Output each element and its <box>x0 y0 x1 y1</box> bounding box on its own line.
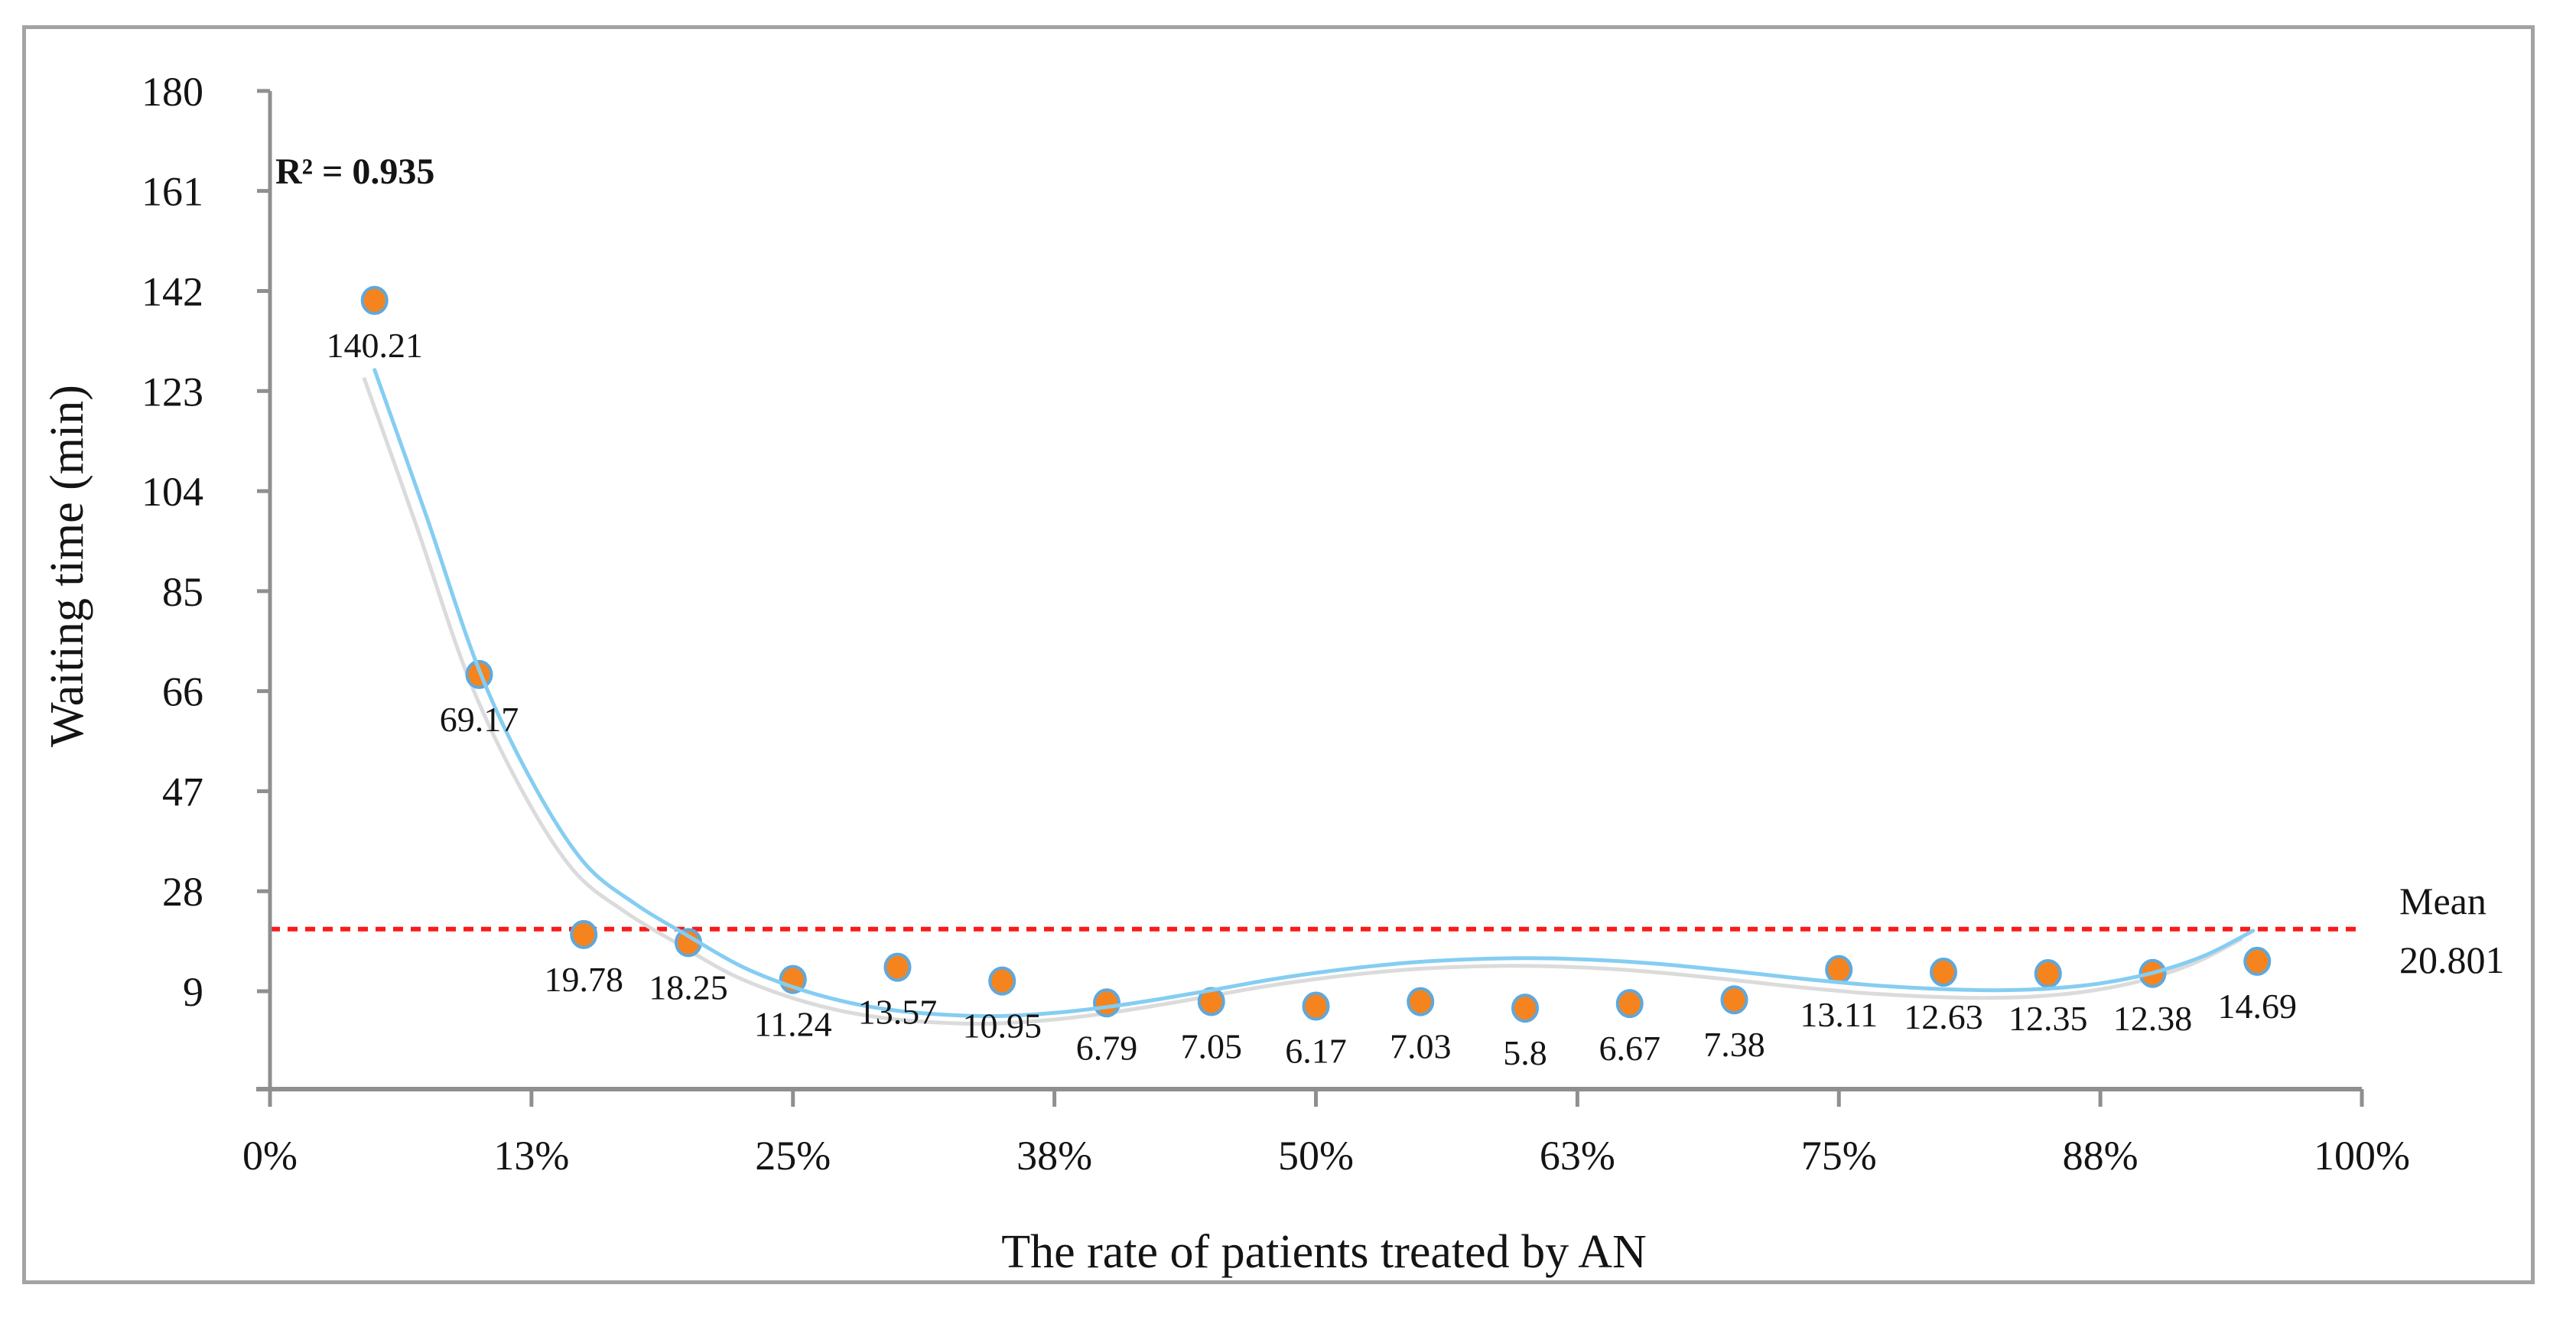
x-tick-label: 0% <box>242 1133 298 1179</box>
point-value-label: 12.35 <box>2008 999 2088 1038</box>
r-squared-label: R² = 0.935 <box>275 151 434 192</box>
figure-border <box>22 25 2535 1284</box>
x-tick-label: 63% <box>1540 1133 1615 1179</box>
trend-line-shadow <box>362 376 2243 1026</box>
point-value-label: 13.57 <box>858 993 938 1032</box>
x-tick-label: 25% <box>755 1133 831 1179</box>
scatter-point <box>1407 987 1435 1016</box>
point-value-label: 13.11 <box>1800 995 1878 1034</box>
scatter-point <box>883 952 912 982</box>
y-tick-label: 123 <box>141 369 203 415</box>
y-tick-label: 66 <box>162 669 203 715</box>
y-tick-label: 47 <box>162 769 203 815</box>
point-value-label: 19.78 <box>545 960 624 999</box>
y-tick-label: 161 <box>141 169 203 215</box>
point-value-label: 12.38 <box>2113 999 2193 1038</box>
point-value-label: 7.03 <box>1390 1027 1452 1066</box>
point-value-label: 12.63 <box>1904 997 1983 1036</box>
scatter-point <box>2034 958 2062 988</box>
point-value-label: 5.8 <box>1503 1033 1547 1072</box>
mean-annotation-title: Mean <box>2399 880 2487 922</box>
trend-line-layer <box>372 368 2256 1019</box>
scatter-point <box>360 285 389 315</box>
y-tick-label: 180 <box>141 69 203 115</box>
y-tick-label: 104 <box>141 469 203 515</box>
x-tick-label: 50% <box>1278 1133 1354 1179</box>
y-tick-label: 142 <box>141 268 203 314</box>
scatter-point <box>988 966 1016 996</box>
scatter-point <box>1825 955 1853 984</box>
mean-annotation-value: 20.801 <box>2399 938 2505 981</box>
scatter-point <box>1720 985 1748 1015</box>
scatter-point <box>1093 988 1120 1018</box>
y-tick-label: 9 <box>183 969 203 1015</box>
point-value-label: 10.95 <box>963 1007 1042 1046</box>
point-value-label: 69.17 <box>440 700 519 739</box>
y-axis-title: Waiting time (min) <box>41 385 93 747</box>
trend-shadow-layer <box>362 376 2243 1026</box>
scatter-point <box>570 919 598 949</box>
scatter-point <box>1930 958 1957 987</box>
x-tick-label: 38% <box>1016 1133 1092 1179</box>
x-tick-label: 100% <box>2314 1133 2410 1179</box>
y-tick-label: 28 <box>162 869 203 915</box>
tick-labels-layer: 180 161 142 123 104 85 66 47 28 9 0% 13% 25% 38% 50% 63… <box>141 69 2410 1179</box>
x-tick-label: 13% <box>493 1133 569 1179</box>
scatter-point <box>1511 994 1539 1023</box>
x-tick-label: 75% <box>1801 1133 1877 1179</box>
point-value-label: 7.05 <box>1181 1026 1243 1065</box>
scatter-points-layer <box>360 285 2272 1023</box>
scatter-point <box>2243 946 2272 976</box>
point-value-label: 6.79 <box>1076 1028 1138 1067</box>
data-labels-layer: 140.21 69.17 19.78 18.25 11.24 13.57 10.95 6.79… <box>327 326 2298 1072</box>
point-value-label: 18.25 <box>649 968 728 1007</box>
point-value-label: 11.24 <box>754 1005 832 1044</box>
trend-line <box>372 368 2256 1019</box>
y-tick-label: 85 <box>162 569 203 615</box>
point-value-label: 7.38 <box>1703 1025 1765 1064</box>
x-axis-title: The rate of patients treated by AN <box>1001 1226 1647 1278</box>
point-value-label: 14.69 <box>2218 987 2298 1026</box>
point-value-label: 6.17 <box>1285 1032 1347 1071</box>
scatter-point <box>1302 991 1330 1021</box>
point-value-label: 6.67 <box>1599 1029 1661 1068</box>
x-tick-label: 88% <box>2063 1133 2139 1179</box>
scatter-point <box>1615 989 1644 1019</box>
axes-layer <box>256 89 2364 1107</box>
point-value-label: 140.21 <box>327 326 424 365</box>
